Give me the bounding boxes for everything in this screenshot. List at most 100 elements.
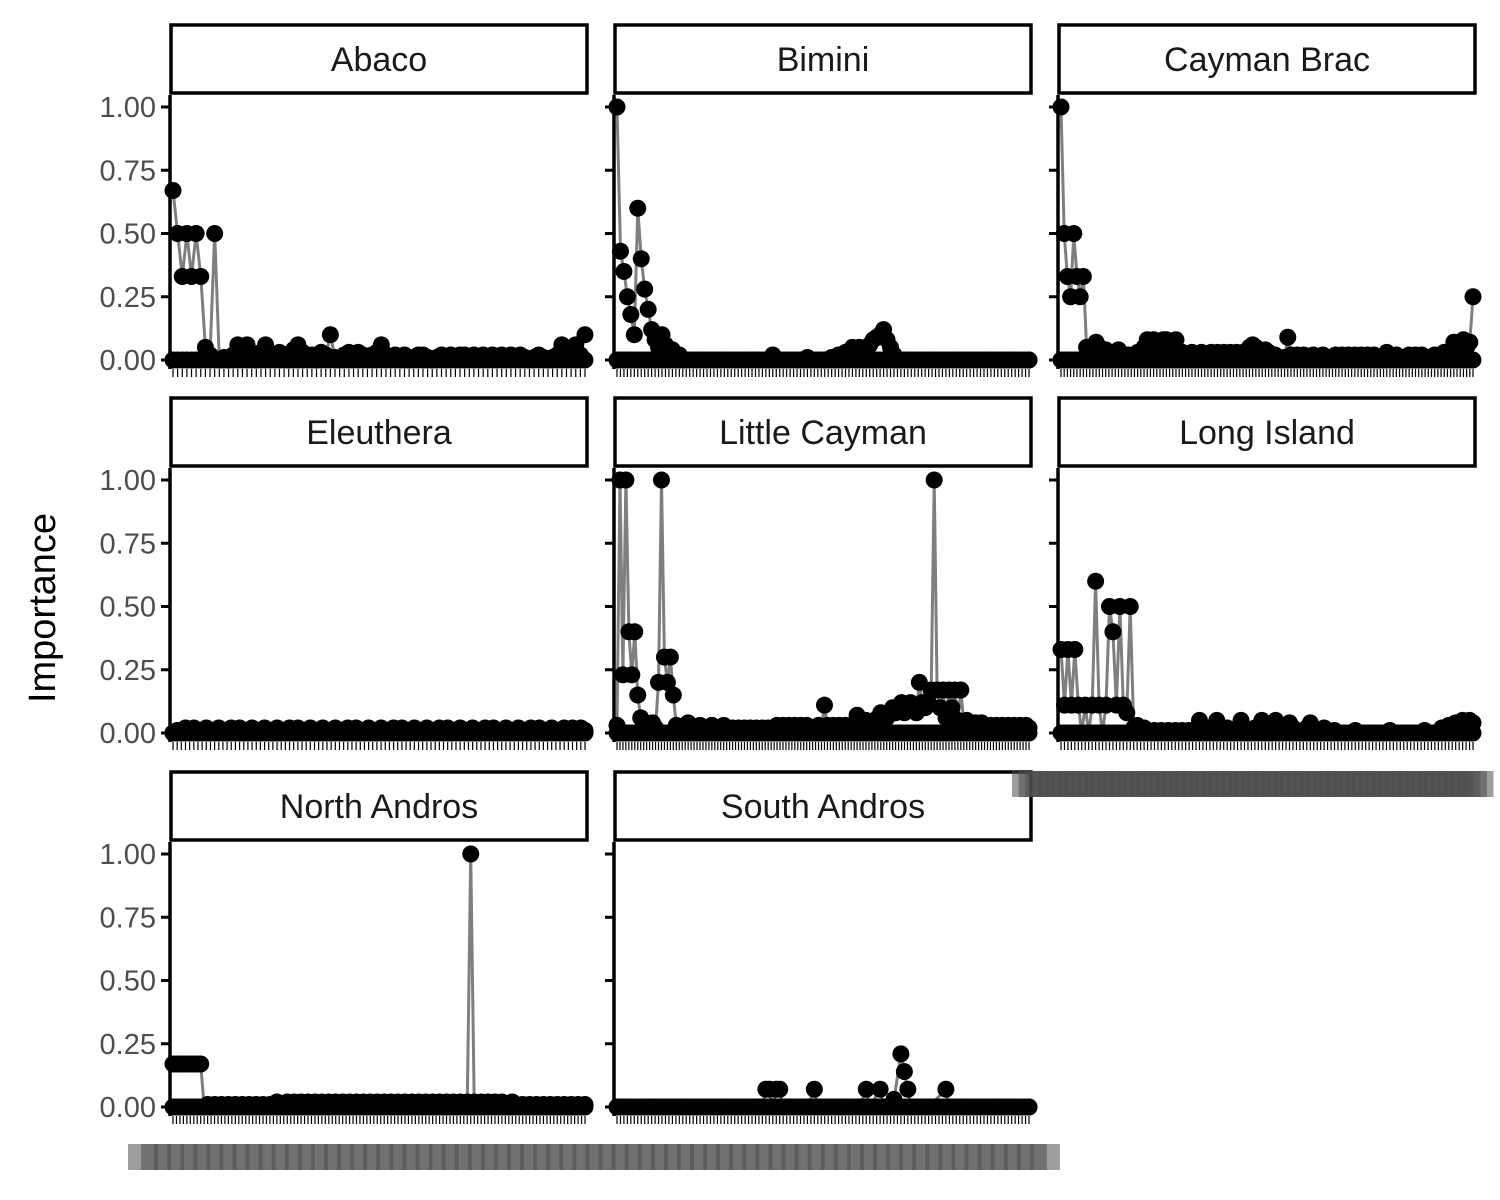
data-point (626, 623, 644, 641)
data-point (815, 696, 833, 714)
data-point (1279, 328, 1297, 346)
data-point (952, 681, 970, 699)
facet-strip-label: North Andros (280, 788, 478, 826)
facet-strip-label: Bimini (777, 41, 870, 79)
x-tick-label-glyph (1029, 1144, 1060, 1170)
x-tick-label-glyph (1463, 771, 1494, 797)
y-axis-title: Importance (22, 513, 64, 703)
data-point (1461, 333, 1479, 351)
facet-strip (613, 396, 1033, 468)
data-point (746, 351, 764, 369)
data-point (954, 1098, 972, 1116)
data-point (833, 1098, 851, 1116)
data-point (989, 1098, 1007, 1116)
y-tick-label: 0.00 (100, 1092, 156, 1124)
data-point (636, 280, 654, 298)
data-point (625, 326, 643, 344)
data-point (576, 721, 594, 739)
data-point (1020, 351, 1038, 369)
panel-north-andros: North Andros 0.00 0.25 0.50 0.75 1.00 (100, 770, 594, 1124)
data-point (639, 300, 657, 318)
y-tick-label: 0.75 (100, 902, 156, 934)
data-point (206, 225, 224, 242)
data-point (805, 1080, 823, 1098)
y-tick-label: 1.00 (100, 92, 156, 124)
data-point (798, 348, 816, 366)
facet-strip (169, 770, 589, 842)
data-point (1118, 704, 1136, 722)
facet-strip (613, 770, 1033, 842)
data-point (608, 716, 626, 734)
panel-eleuthera: Eleuthera 0.00 0.25 0.50 0.75 1.00 (100, 396, 594, 750)
facet-strip-label: Little Cayman (719, 414, 927, 452)
panel-little-cayman: Little Cayman (605, 396, 1038, 750)
data-point (1381, 721, 1399, 739)
panel-bimini: Bimini (605, 23, 1038, 377)
data-point (462, 845, 480, 863)
data-point (1074, 268, 1092, 286)
data-point (871, 1080, 889, 1098)
data-point-baseline (1464, 351, 1482, 369)
data-point (611, 242, 629, 260)
y-tick-label: 0.25 (100, 1029, 156, 1061)
y-tick-label: 0.75 (100, 528, 156, 560)
data-point (608, 1098, 626, 1116)
x-tick-labels-overplotted (128, 1144, 1060, 1170)
data-point (892, 1045, 910, 1063)
data-point (895, 1063, 913, 1081)
data-point (1020, 1098, 1038, 1116)
series-line (615, 106, 1029, 362)
facet-strip-label: Eleuthera (306, 414, 452, 452)
data-point (1346, 721, 1364, 739)
panel-south-andros: South Andros (605, 770, 1038, 1124)
y-tick-label: 0.50 (100, 966, 156, 998)
data-point (187, 225, 205, 242)
data-point (1416, 721, 1434, 739)
data-point (1121, 598, 1139, 615)
data-point (1398, 724, 1416, 742)
y-tick-label: 0.50 (100, 219, 156, 251)
data-point (632, 250, 650, 268)
facet-strip-label: Abaco (331, 41, 427, 79)
data-point (943, 699, 961, 717)
data-point (778, 1098, 796, 1116)
data-point (623, 666, 641, 684)
data-point (629, 199, 647, 217)
data-point (1094, 724, 1112, 742)
data-point (937, 1080, 955, 1098)
facet-strip-label: Cayman Brac (1164, 41, 1370, 79)
data-point (885, 1090, 903, 1108)
panel-abaco: Abaco 0.00 0.25 0.50 0.75 1.00 (100, 23, 594, 377)
data-point (857, 1080, 875, 1098)
data-point (571, 346, 589, 364)
data-point (615, 262, 633, 280)
data-point (658, 673, 676, 691)
data-point (661, 648, 679, 666)
facet-strip (169, 396, 589, 468)
data-point (771, 1080, 789, 1098)
y-tick-label: 0.25 (100, 655, 156, 687)
data-point (1020, 719, 1038, 737)
facet-strip-label: South Andros (721, 788, 925, 826)
data-point (622, 305, 640, 323)
data-point (940, 1098, 958, 1116)
data-point (888, 351, 906, 369)
facet-strip (169, 23, 589, 95)
data-point (1080, 724, 1098, 742)
data-point (674, 351, 692, 369)
series-line (171, 190, 587, 363)
data-point (764, 346, 782, 364)
y-tick-label: 1.00 (100, 465, 156, 497)
data-point (617, 471, 635, 489)
data-point (192, 1055, 210, 1073)
data-point (576, 1095, 594, 1113)
data-point (677, 1098, 695, 1116)
data-point (647, 719, 665, 737)
facet-strip (1057, 396, 1477, 468)
facet-strip (613, 23, 1033, 95)
data-point (899, 1080, 917, 1098)
data-point (618, 288, 636, 306)
panels-layer: Abaco 0.00 0.25 0.50 0.75 1.00 Bimini Cayman Br… (100, 23, 1494, 1170)
y-tick-label: 1.00 (100, 839, 156, 871)
